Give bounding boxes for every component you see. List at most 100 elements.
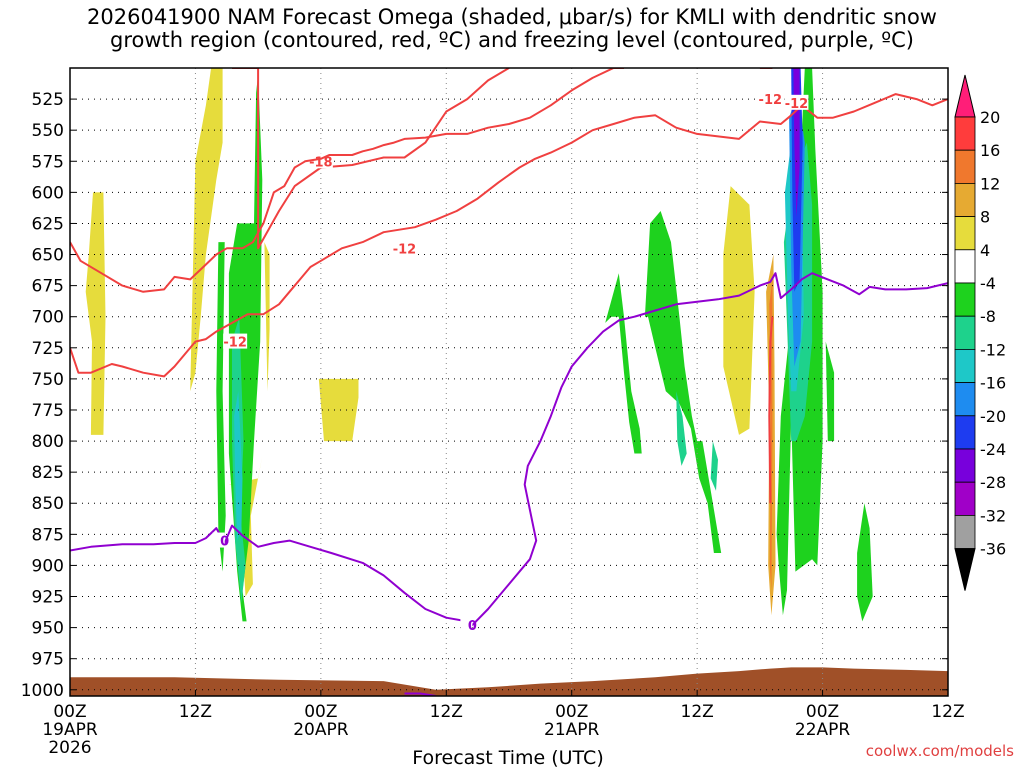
x-tick-year: 2026 [48, 738, 91, 758]
contour-label-bg [392, 240, 417, 256]
colorbar-swatch [954, 249, 976, 284]
colorbar-label: -28 [980, 473, 1006, 492]
contour-label-bg [784, 94, 809, 110]
contour-label: -12 [393, 242, 417, 257]
colorbar-label: -36 [980, 540, 1006, 559]
colorbar-swatch [954, 149, 976, 184]
omega-region-0 [85, 192, 106, 435]
omega-region-1 [190, 68, 223, 392]
omega-region-17 [234, 391, 243, 541]
y-tick-label: 875 [32, 525, 64, 545]
y-tick-label: 925 [32, 588, 64, 608]
colorbar-swatch [954, 348, 976, 383]
x-tick-date: 22APR [795, 720, 851, 740]
contour-label-bg [460, 617, 473, 633]
omega-region-8 [605, 273, 642, 454]
y-tick-label: 800 [32, 432, 64, 452]
omega-region-14 [676, 391, 687, 466]
x-tick-label: 12Z [931, 702, 964, 722]
colorbar-label: 20 [980, 108, 1000, 127]
contour-line-1 [70, 68, 624, 293]
x-tick-date: 20APR [293, 720, 349, 740]
colorbar-swatch [954, 116, 976, 151]
colorbar-swatch [954, 282, 976, 317]
colorbar-swatch [954, 382, 976, 417]
contour-line-5 [404, 692, 436, 696]
contour-label: 0 [220, 535, 229, 550]
omega-region-12 [857, 503, 873, 622]
y-tick-label: 675 [32, 277, 64, 297]
omega-region-9 [644, 211, 722, 553]
colorbar-label: -4 [980, 274, 996, 293]
x-axis-title: Forecast Time (UTC) [412, 747, 603, 768]
colorbar-label: 4 [980, 241, 990, 260]
contour-line-0 [232, 68, 510, 250]
contour-label: -18 [309, 155, 333, 170]
y-tick-label: 625 [32, 214, 64, 234]
colorbar-bottom-arrow [954, 548, 976, 591]
terrain-fill [70, 667, 948, 696]
colorbar-swatch [954, 182, 976, 217]
chart-title: 2026041900 NAM Forecast Omega (shaded, μ… [0, 6, 1024, 52]
x-tick-label: 12Z [179, 702, 212, 722]
x-tick-label: 00Z [806, 702, 839, 722]
plot-area: -18-12-12-1200-1252555057560062565067570… [21, 67, 965, 758]
colorbar-label: -12 [980, 340, 1006, 359]
contour-label: -12 [223, 336, 247, 351]
y-tick-label: 950 [32, 619, 64, 639]
colorbar: 20 16 12 8 4 -4 -8 -12 -16 -20 -24 -28 -32 -36 [954, 74, 1006, 591]
colorbar-label: -16 [980, 374, 1006, 393]
omega-region-11 [825, 341, 835, 442]
colorbar-label: 16 [980, 141, 1000, 160]
x-tick-label: 00Z [555, 702, 588, 722]
y-tick-label: 825 [32, 463, 64, 483]
colorbar-swatch [954, 216, 976, 251]
colorbar-label: 12 [980, 174, 1000, 193]
colorbar-label: -24 [980, 440, 1006, 459]
contour-label: -12 [785, 97, 809, 112]
plot-frame [69, 67, 949, 697]
colorbar-label: -20 [980, 407, 1006, 426]
contour-line-4 [70, 272, 948, 627]
colorbar-swatch [954, 481, 976, 516]
contour-label-bg [758, 91, 783, 107]
omega-region-3 [318, 378, 359, 442]
omega-region-2 [264, 242, 270, 392]
y-tick-label: 650 [32, 246, 64, 266]
title-line-1: 2026041900 NAM Forecast Omega (shaded, μ… [87, 5, 937, 29]
y-tick-label: 775 [32, 401, 64, 421]
x-tick-label: 00Z [53, 702, 86, 722]
x-tick-label: 12Z [681, 702, 714, 722]
x-tick-date: 19APR [42, 720, 98, 740]
colorbar-label: -32 [980, 506, 1006, 525]
y-tick-label: 900 [32, 556, 64, 576]
contour-line-6 [768, 316, 774, 504]
omega-region-6 [216, 242, 226, 572]
colorbar-swatch [954, 415, 976, 450]
y-tick-label: 525 [32, 90, 64, 110]
y-tick-label: 575 [32, 152, 64, 172]
y-tick-label: 700 [32, 308, 64, 328]
y-tick-label: 1000 [21, 681, 64, 701]
omega-region-5 [723, 186, 755, 435]
omega-region-15 [710, 441, 718, 491]
colorbar-top-arrow [954, 74, 976, 118]
y-tick-label: 850 [32, 494, 64, 514]
site-credit: coolwx.com/models [865, 742, 1014, 760]
x-tick-date: 21APR [544, 720, 600, 740]
contour-label-bg [223, 333, 248, 349]
contour-label: 0 [468, 619, 477, 634]
colorbar-swatch [954, 448, 976, 483]
y-tick-label: 600 [32, 183, 64, 203]
contour-line-2 [70, 93, 948, 378]
y-tick-label: 550 [32, 121, 64, 141]
y-tick-label: 975 [32, 650, 64, 670]
title-line-2: growth region (contoured, red, ºC) and f… [110, 28, 914, 52]
contour-label-bg [212, 532, 225, 548]
x-tick-label: 00Z [304, 702, 337, 722]
y-tick-label: 750 [32, 370, 64, 390]
colorbar-label: -8 [980, 307, 996, 326]
colorbar-label: 8 [980, 208, 990, 227]
colorbar-swatch [954, 315, 976, 350]
